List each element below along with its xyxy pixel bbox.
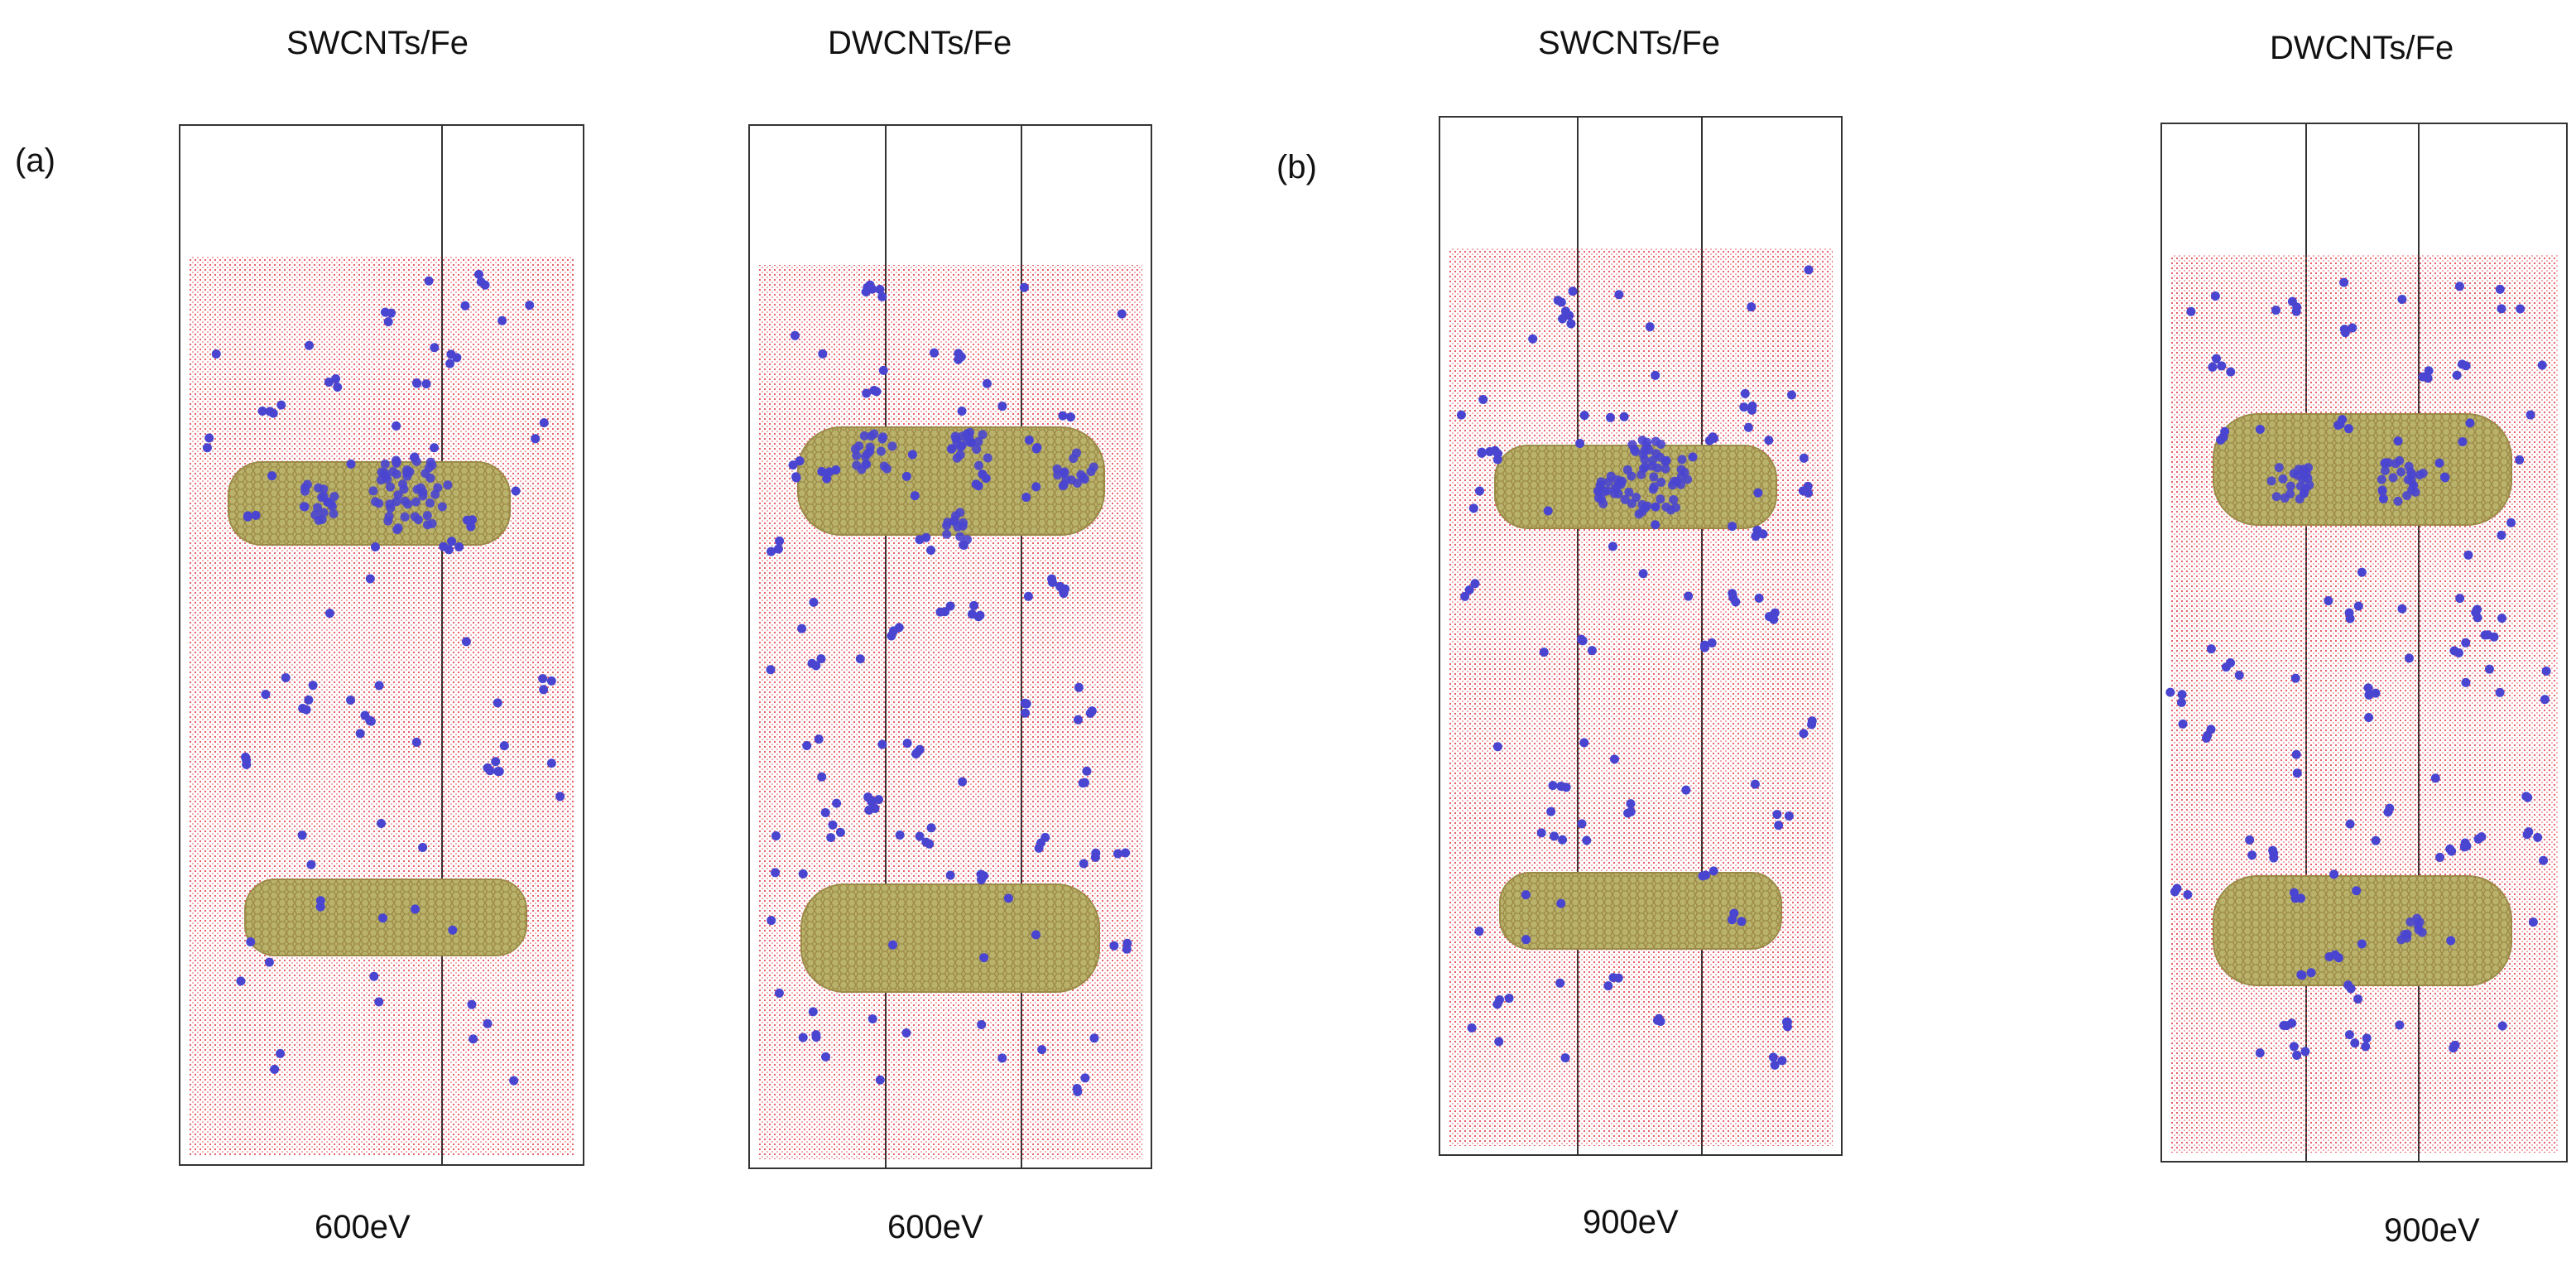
- panel-letter-b: (b): [1276, 149, 1317, 185]
- energy-a-right: 600eV: [887, 1209, 983, 1245]
- box-frame: [748, 124, 1152, 1169]
- atom-cluster: [850, 429, 897, 474]
- nanotube: [1499, 872, 1782, 950]
- nanotube: [228, 461, 511, 546]
- scattered-atoms: [766, 280, 1132, 1096]
- atom-cluster: [2266, 463, 2314, 504]
- simulation-box-a-swcnt: [179, 124, 584, 1166]
- nanotube: [800, 883, 1100, 993]
- atom-cluster: [2377, 455, 2428, 506]
- scattered-atoms: [2165, 277, 2551, 1060]
- simulation-box-b-dwcnt: [2160, 123, 2568, 1163]
- scattered-atoms: [1456, 265, 1817, 1070]
- energy-b-right: 900eV: [2384, 1212, 2480, 1249]
- atom-cluster: [942, 508, 973, 551]
- atom-cluster: [299, 479, 339, 525]
- title-a-right: DWCNTs/Fe: [828, 25, 1012, 61]
- nanotube: [2213, 875, 2512, 986]
- fe-lattice: [758, 265, 1142, 1159]
- fe-lattice: [1449, 248, 1833, 1146]
- panel-letter-a: (a): [15, 142, 55, 179]
- title-a-left: SWCNTs/Fe: [286, 25, 469, 61]
- simulation-render: [2160, 123, 2568, 1163]
- simulation-render: [1439, 116, 1843, 1156]
- scattered-atoms: [202, 269, 565, 1086]
- atom-cluster: [2396, 913, 2427, 945]
- atom-cluster: [1052, 448, 1098, 491]
- box-frame: [1439, 116, 1843, 1156]
- fe-lattice: [2170, 255, 2558, 1153]
- simulation-render: [748, 124, 1152, 1169]
- simulation-render: [179, 124, 584, 1166]
- fe-lattice: [189, 257, 574, 1156]
- box-frame: [179, 124, 584, 1166]
- energy-a-left: 600eV: [315, 1209, 411, 1245]
- energy-b-left: 900eV: [1583, 1204, 1679, 1240]
- atom-cluster: [1603, 436, 1693, 519]
- atom-cluster: [368, 452, 453, 535]
- title-b-right: DWCNTs/Fe: [2270, 30, 2454, 66]
- simulation-box-b-swcnt: [1439, 116, 1843, 1156]
- box-frame: [2160, 123, 2568, 1163]
- simulation-box-a-dwcnt: [748, 124, 1152, 1169]
- title-b-left: SWCNTs/Fe: [1538, 25, 1720, 61]
